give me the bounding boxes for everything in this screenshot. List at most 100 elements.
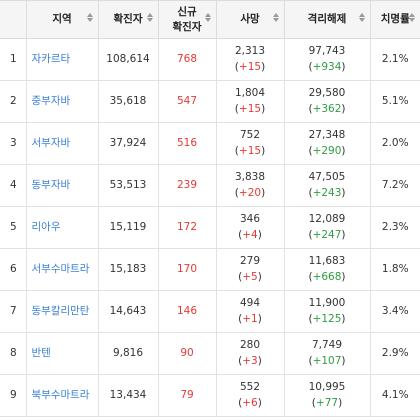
- sort-arrows-icon[interactable]: [409, 12, 415, 22]
- death-delta-close: ): [257, 396, 262, 409]
- death-count: 3,838: [234, 171, 266, 184]
- death-delta: +15: [238, 144, 262, 157]
- recovered-delta-close: ): [341, 270, 346, 283]
- table-row: 1 자카르타 108,614 768 2,313 (+15) 97,743 (+934) 2.1…: [0, 38, 420, 81]
- recovered-delta: +247: [312, 228, 342, 241]
- recovered-delta: +362: [312, 102, 342, 115]
- new-cases-count: 90: [157, 332, 217, 375]
- death-delta-open: (: [238, 312, 243, 325]
- confirmed-count: 53,513: [97, 164, 159, 207]
- confirmed-count: 9,816: [97, 332, 159, 375]
- table-row: 9 북부수마트라 13,434 79 552 (+6) 10,995 (+77) 4.1%: [0, 374, 420, 417]
- fatality-rate: 7.2%: [369, 164, 420, 207]
- death-count: 280: [239, 339, 261, 352]
- death-count: 346: [239, 213, 261, 226]
- region-link[interactable]: 북부수마트라: [25, 374, 99, 417]
- header-new-label-1: 신규: [177, 6, 197, 19]
- header-death[interactable]: 사망: [215, 0, 285, 39]
- row-number: 2: [0, 80, 27, 123]
- region-link[interactable]: 자카르타: [25, 38, 99, 81]
- header-row: 지역 확진자 신규 확진자 사망 격리해제 치명률: [0, 0, 420, 39]
- death-cell: 3,838 (+20): [215, 164, 285, 207]
- header-recovered[interactable]: 격리해제: [283, 0, 371, 39]
- death-delta-open: (: [238, 270, 243, 283]
- sort-arrows-icon[interactable]: [204, 12, 211, 22]
- recovered-delta-open: (: [308, 144, 313, 157]
- row-number: 7: [0, 290, 27, 333]
- header-new-label-2: 확진자: [172, 20, 202, 33]
- header-death-label: 사망: [240, 13, 260, 26]
- region-link[interactable]: 동부칼리만탄: [25, 290, 99, 333]
- region-link[interactable]: 중부자바: [25, 80, 99, 123]
- recovered-count: 97,743: [308, 45, 346, 58]
- header-new[interactable]: 신규 확진자: [157, 0, 217, 39]
- table-row: 2 중부자바 35,618 547 1,804 (+15) 29,580 (+362) 5.1%: [0, 80, 420, 123]
- recovered-cell: 12,089 (+247): [283, 206, 371, 249]
- death-delta-close: ): [257, 312, 262, 325]
- death-delta-close: ): [261, 144, 266, 157]
- recovered-delta-close: ): [341, 102, 346, 115]
- death-cell: 2,313 (+15): [215, 38, 285, 81]
- header-recovered-label: 격리해제: [307, 13, 347, 26]
- header-region[interactable]: 지역: [25, 0, 99, 39]
- fatality-rate: 2.9%: [369, 332, 420, 375]
- table-header: 지역 확진자 신규 확진자 사망 격리해제 치명률: [0, 0, 420, 39]
- recovered-delta-open: (: [308, 270, 313, 283]
- header-rate[interactable]: 치명률: [369, 0, 420, 39]
- sort-arrows-icon[interactable]: [358, 12, 365, 22]
- recovered-delta-open: (: [308, 186, 313, 199]
- recovered-delta-open: (: [308, 60, 313, 73]
- row-number: 4: [0, 164, 27, 207]
- recovered-count: 7,749: [311, 339, 343, 352]
- header-no: [0, 0, 27, 39]
- sort-arrows-icon[interactable]: [86, 12, 93, 22]
- recovered-delta-open: (: [308, 354, 313, 367]
- confirmed-count: 37,924: [97, 122, 159, 165]
- recovered-delta-open: (: [308, 228, 313, 241]
- death-delta-close: ): [261, 60, 266, 73]
- confirmed-count: 35,618: [97, 80, 159, 123]
- death-cell: 752 (+15): [215, 122, 285, 165]
- sort-arrows-icon[interactable]: [272, 12, 279, 22]
- recovered-cell: 11,683 (+668): [283, 248, 371, 291]
- recovered-count: 11,900: [308, 297, 346, 310]
- region-link[interactable]: 서부자바: [25, 122, 99, 165]
- region-link[interactable]: 동부자바: [25, 164, 99, 207]
- death-cell: 279 (+5): [215, 248, 285, 291]
- recovered-delta: +668: [312, 270, 342, 283]
- sort-arrows-icon[interactable]: [146, 12, 153, 22]
- death-count: 552: [239, 381, 261, 394]
- death-delta-open: (: [234, 102, 239, 115]
- death-delta-close: ): [257, 270, 262, 283]
- recovered-delta: +125: [312, 312, 342, 325]
- table-body: 1 자카르타 108,614 768 2,313 (+15) 97,743 (+934) 2.1…: [0, 38, 420, 417]
- fatality-rate: 3.4%: [369, 290, 420, 333]
- header-region-label: 지역: [52, 13, 72, 26]
- header-confirmed-label: 확진자: [113, 13, 143, 26]
- death-delta: +4: [242, 228, 258, 241]
- recovered-delta: +107: [312, 354, 342, 367]
- header-confirmed[interactable]: 확진자: [97, 0, 159, 39]
- recovered-cell: 27,348 (+290): [283, 122, 371, 165]
- death-delta-open: (: [234, 186, 239, 199]
- recovered-delta-open: (: [311, 396, 316, 409]
- recovered-cell: 47,505 (+243): [283, 164, 371, 207]
- new-cases-count: 516: [157, 122, 217, 165]
- confirmed-count: 15,119: [97, 206, 159, 249]
- recovered-cell: 7,749 (+107): [283, 332, 371, 375]
- new-cases-count: 547: [157, 80, 217, 123]
- region-link[interactable]: 리아우: [25, 206, 99, 249]
- new-cases-count: 170: [157, 248, 217, 291]
- confirmed-count: 13,434: [97, 374, 159, 417]
- fatality-rate: 2.0%: [369, 122, 420, 165]
- death-count: 279: [239, 255, 261, 268]
- region-link[interactable]: 반텐: [25, 332, 99, 375]
- region-link[interactable]: 서부수마트라: [25, 248, 99, 291]
- row-number: 3: [0, 122, 27, 165]
- table-row: 6 서부수마트라 15,183 170 279 (+5) 11,683 (+668) 1.8%: [0, 248, 420, 291]
- death-delta-open: (: [234, 60, 239, 73]
- death-cell: 494 (+1): [215, 290, 285, 333]
- table-row: 7 동부칼리만탄 14,643 146 494 (+1) 11,900 (+125) 3.4%: [0, 290, 420, 333]
- new-cases-count: 79: [157, 374, 217, 417]
